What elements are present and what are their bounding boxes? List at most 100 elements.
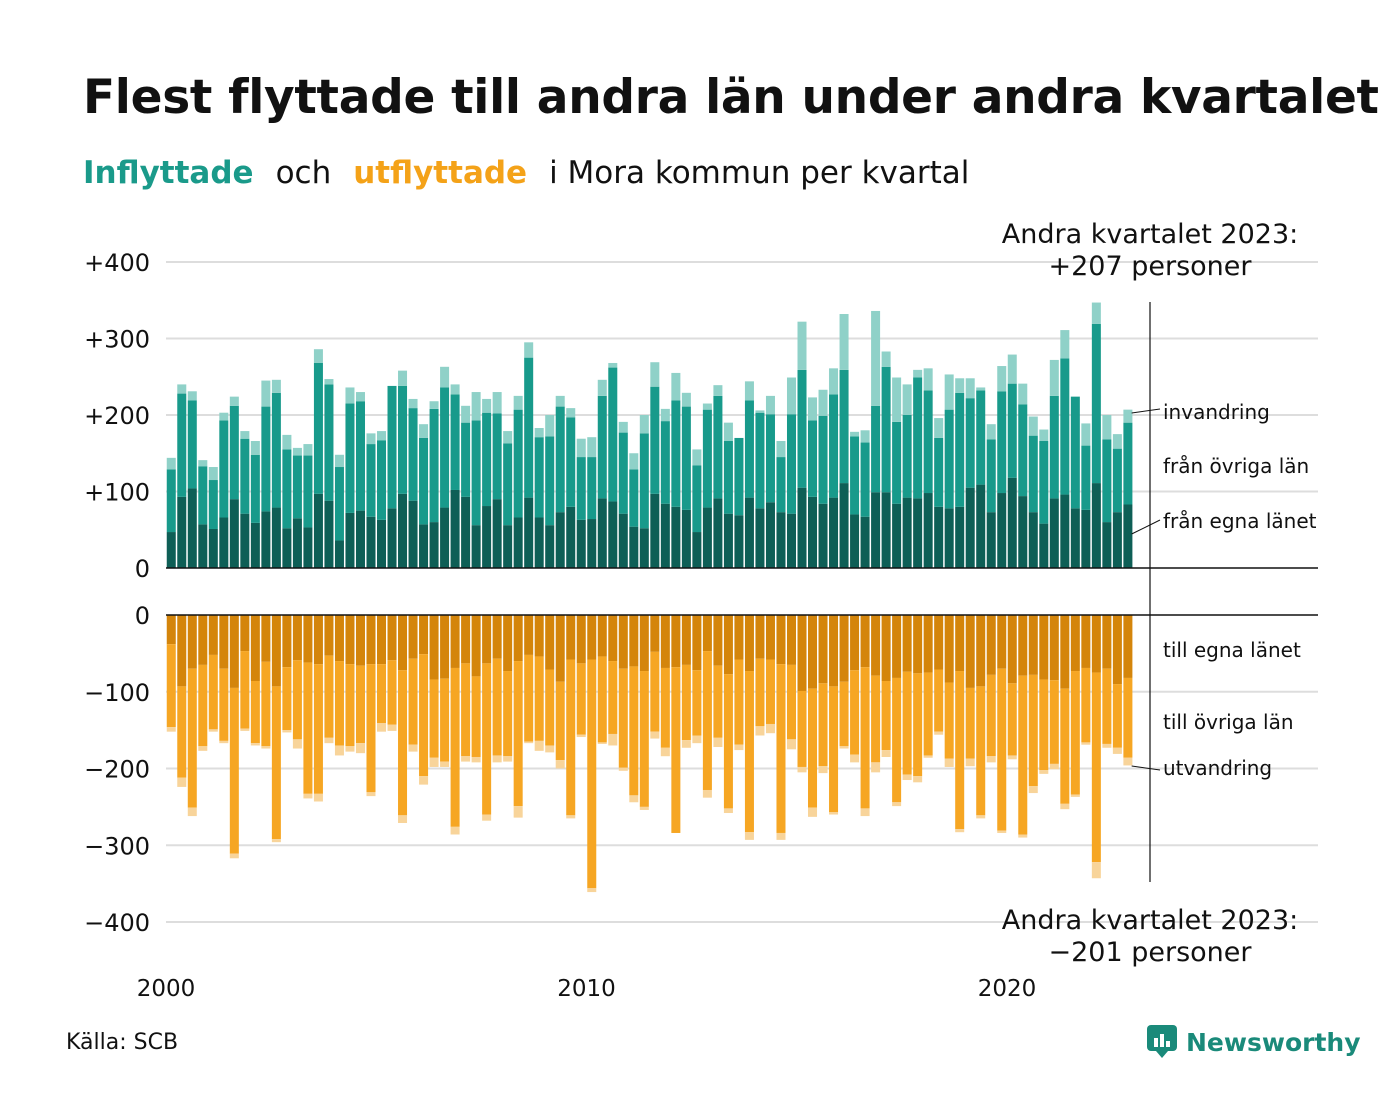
bar-in-own-county bbox=[618, 513, 628, 568]
bar-in-own-county bbox=[366, 516, 376, 568]
bar-out-other-counties bbox=[177, 686, 187, 778]
bar-in-own-county bbox=[850, 514, 860, 568]
bar-in-other-counties bbox=[692, 465, 702, 533]
bar-in-other-counties bbox=[997, 391, 1007, 494]
bar-out-own-county bbox=[650, 615, 660, 652]
bar-out-emigration bbox=[860, 808, 870, 817]
bar-out-other-counties bbox=[786, 664, 796, 740]
bar-in-immigration bbox=[702, 403, 712, 410]
newsworthy-logo-icon bbox=[1147, 1025, 1177, 1058]
bar-in-other-counties bbox=[713, 395, 723, 499]
bar-in-other-counties bbox=[166, 469, 176, 533]
bar-out-own-county bbox=[892, 615, 902, 678]
bar-out-other-counties bbox=[744, 671, 754, 833]
bar-out-emigration bbox=[208, 729, 218, 732]
bar-in-immigration bbox=[818, 389, 828, 416]
bar-out-other-counties bbox=[1060, 688, 1070, 804]
bar-out-other-counties bbox=[229, 687, 239, 854]
bar-out-own-county bbox=[545, 615, 555, 670]
bar-in-other-counties bbox=[419, 437, 429, 525]
bar-in-immigration bbox=[976, 387, 986, 391]
bar-out-emigration bbox=[1039, 770, 1049, 774]
bar-out-emigration bbox=[1123, 757, 1133, 766]
bar-in-own-county bbox=[902, 497, 912, 568]
bar-in-own-county bbox=[398, 493, 408, 568]
y-tick-label-bottom: 0 bbox=[135, 602, 150, 630]
bar-in-own-county bbox=[944, 508, 954, 568]
bar-out-own-county bbox=[566, 615, 576, 660]
bar-in-own-county bbox=[829, 497, 839, 568]
bar-out-own-county bbox=[660, 615, 670, 668]
bar-out-own-county bbox=[166, 615, 176, 645]
bar-out-own-county bbox=[187, 615, 197, 669]
bar-in-immigration bbox=[166, 457, 176, 470]
bar-in-other-counties bbox=[1123, 422, 1133, 505]
bar-in-other-counties bbox=[734, 437, 744, 516]
bar-in-other-counties bbox=[639, 433, 649, 529]
bar-in-own-county bbox=[692, 532, 702, 568]
bar-out-own-county bbox=[1102, 615, 1112, 669]
bar-in-immigration bbox=[1112, 434, 1122, 449]
bar-in-immigration bbox=[871, 310, 881, 406]
bar-in-immigration bbox=[219, 412, 229, 421]
bar-out-other-counties bbox=[324, 655, 334, 738]
bar-in-own-county bbox=[786, 513, 796, 568]
bar-in-other-counties bbox=[240, 438, 250, 514]
bar-out-emigration bbox=[545, 745, 555, 753]
series-label-inflow: invandring bbox=[1163, 400, 1270, 424]
bar-out-own-county bbox=[618, 615, 628, 669]
bar-in-immigration bbox=[1081, 423, 1091, 446]
bar-in-own-county bbox=[345, 512, 355, 568]
bar-out-other-counties bbox=[334, 661, 344, 746]
bar-out-emigration bbox=[355, 743, 365, 754]
bar-in-own-county bbox=[292, 518, 302, 568]
bar-out-own-county bbox=[1049, 615, 1059, 681]
bar-out-other-counties bbox=[440, 678, 450, 762]
bar-in-own-county bbox=[282, 528, 292, 568]
bar-out-emigration bbox=[219, 740, 229, 744]
bar-in-immigration bbox=[692, 449, 702, 466]
bar-in-own-county bbox=[513, 517, 523, 568]
bar-out-own-county bbox=[1018, 615, 1028, 676]
bar-in-other-counties bbox=[797, 369, 807, 488]
bar-in-immigration bbox=[1060, 330, 1070, 359]
bar-out-own-county bbox=[902, 615, 912, 672]
bar-in-other-counties bbox=[850, 436, 860, 515]
bar-in-other-counties bbox=[387, 385, 397, 509]
bar-in-immigration bbox=[461, 405, 471, 423]
bar-in-own-county bbox=[934, 506, 944, 568]
y-tick-label-bottom: −100 bbox=[84, 679, 150, 707]
bar-out-own-county bbox=[944, 615, 954, 683]
bar-in-other-counties bbox=[1091, 323, 1101, 484]
bar-in-other-counties bbox=[608, 367, 618, 502]
bar-in-own-county bbox=[440, 507, 450, 568]
y-tick-label-top: +100 bbox=[84, 479, 150, 507]
bar-out-own-county bbox=[934, 615, 944, 670]
bar-out-own-county bbox=[1028, 615, 1038, 675]
bar-out-own-county bbox=[482, 615, 492, 664]
bar-out-other-counties bbox=[818, 683, 828, 767]
bar-out-own-county bbox=[576, 615, 586, 664]
bar-out-emigration bbox=[755, 726, 765, 736]
bar-in-other-counties bbox=[398, 385, 408, 494]
bar-out-own-county bbox=[313, 615, 323, 665]
bar-in-own-county bbox=[587, 519, 597, 568]
bar-out-other-counties bbox=[839, 681, 849, 747]
bar-out-emigration bbox=[534, 740, 544, 751]
bar-in-other-counties bbox=[755, 412, 765, 509]
bar-in-other-counties bbox=[345, 403, 355, 513]
bar-in-own-county bbox=[597, 498, 607, 568]
bar-out-other-counties bbox=[1007, 683, 1017, 756]
bar-in-own-county bbox=[1091, 483, 1101, 568]
bar-in-own-county bbox=[923, 493, 933, 568]
bar-out-emigration bbox=[377, 723, 387, 732]
bar-out-other-counties bbox=[618, 668, 628, 768]
bar-out-other-counties bbox=[166, 644, 176, 728]
bar-in-other-counties bbox=[1007, 383, 1017, 478]
bar-in-immigration bbox=[355, 392, 365, 402]
bar-in-immigration bbox=[639, 415, 649, 434]
bar-in-other-counties bbox=[366, 444, 376, 517]
bar-in-own-county bbox=[681, 509, 691, 568]
bar-in-own-county bbox=[997, 493, 1007, 568]
bar-in-own-county bbox=[1060, 494, 1070, 568]
